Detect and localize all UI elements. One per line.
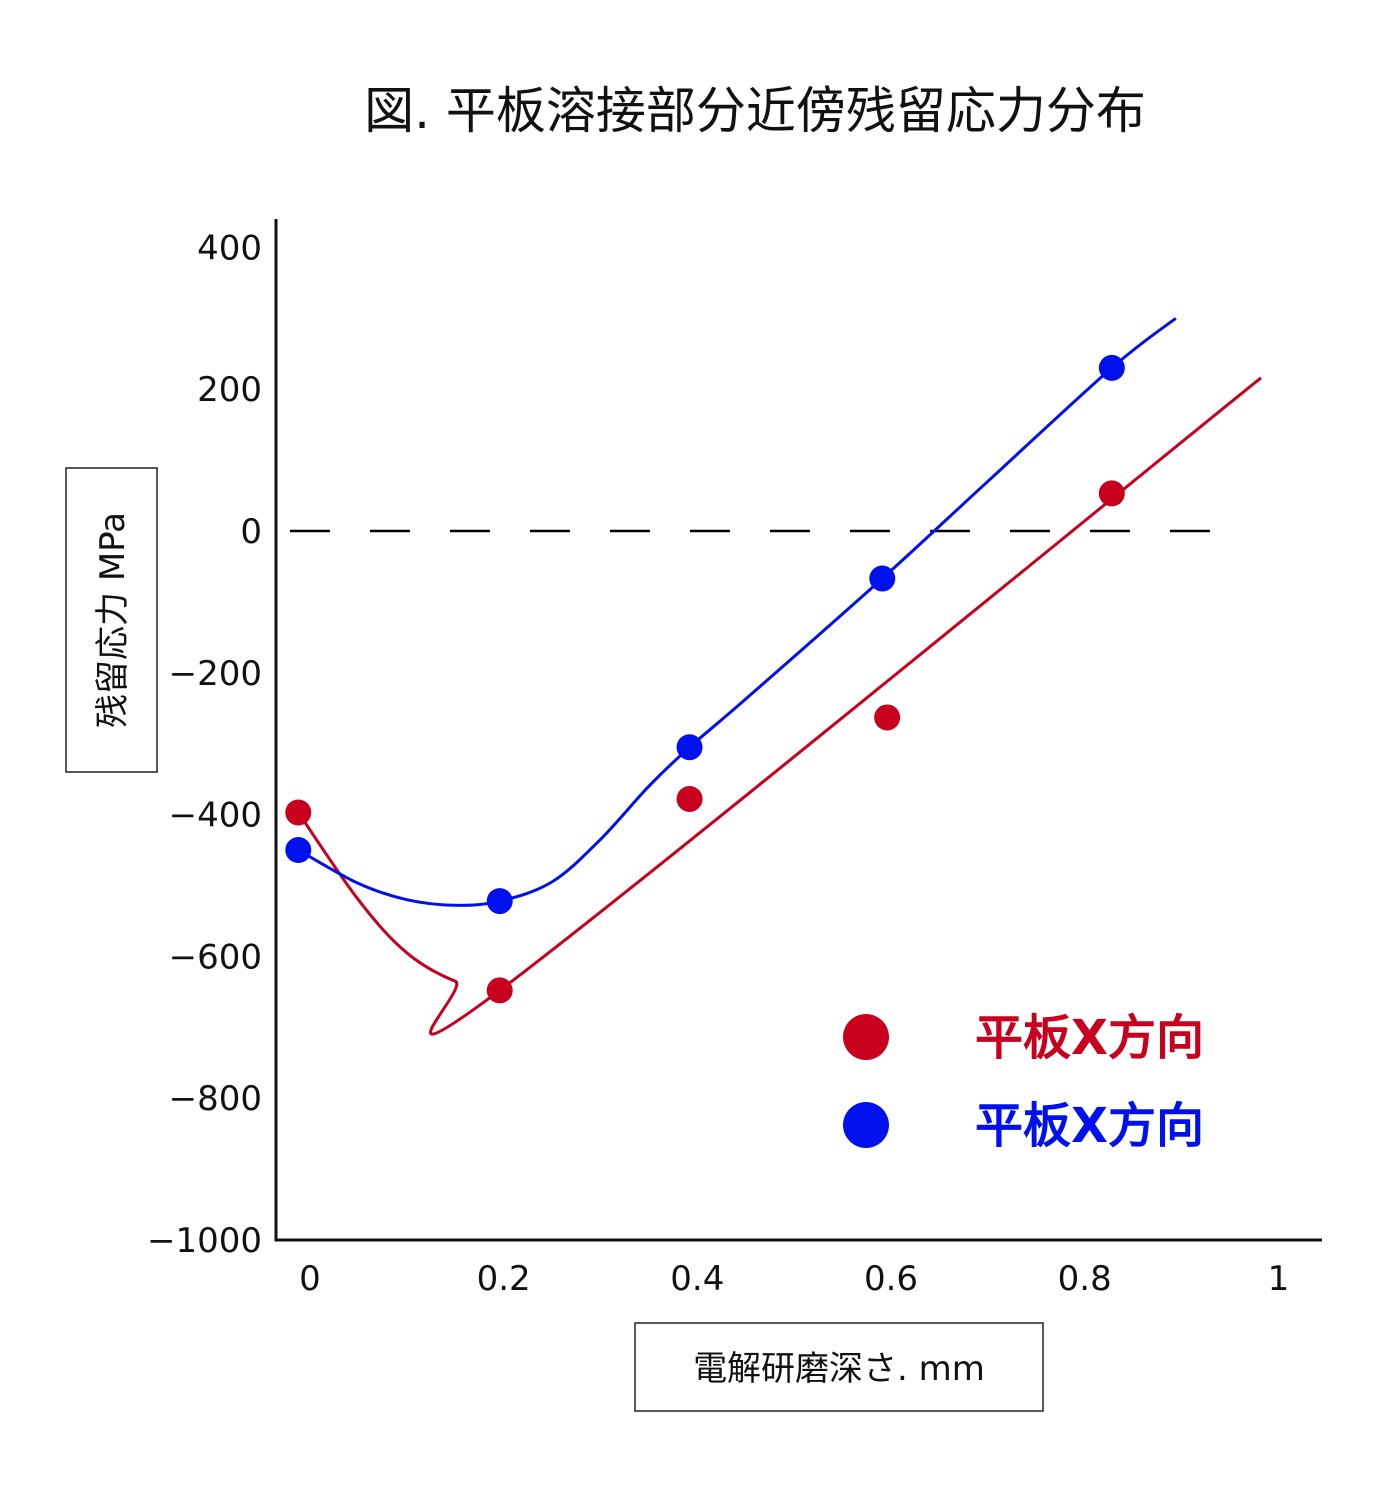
legend-label-series-1: 平板X方向	[975, 1010, 1204, 1066]
data-point-series-1	[676, 785, 703, 812]
x-tick-label: 1	[1268, 1259, 1290, 1299]
data-point-series-2	[285, 837, 312, 864]
y-axis-title: 残留応力 MPa	[93, 512, 133, 728]
legend-marker-series-1	[843, 1014, 889, 1060]
fit-curve-series-2	[297, 317, 1177, 907]
data-point-series-2	[869, 565, 896, 592]
x-tick-label: 0.2	[477, 1259, 531, 1299]
legend-label-series-2: 平板X方向	[975, 1098, 1204, 1154]
x-tick-label: 0.8	[1058, 1259, 1112, 1299]
x-tick-label: 0.4	[670, 1259, 724, 1299]
x-axis-title: 電解研磨深さ. mm	[693, 1349, 985, 1389]
data-point-series-1	[285, 799, 312, 826]
x-tick-label: 0	[299, 1259, 321, 1299]
y-axis-title-box: 残留応力 MPa	[65, 467, 158, 773]
data-point-series-2	[676, 734, 703, 761]
data-point-series-2	[1098, 354, 1125, 381]
fit-curve-series-1	[297, 376, 1262, 1036]
legend-marker-series-2	[843, 1102, 889, 1148]
fit-curves	[297, 317, 1262, 1036]
y-tick-label: −600	[169, 937, 262, 977]
x-axis-title-frame	[634, 1322, 1044, 1412]
x-axis-ticks: 0 0.2 0.4 0.6 0.8 1	[299, 1259, 1289, 1299]
x-tick-label: 0.6	[864, 1259, 918, 1299]
y-tick-label: 0	[240, 512, 262, 552]
x-axis-title-box: 電解研磨深さ. mm	[634, 1322, 1044, 1412]
data-point-series-1	[874, 704, 901, 731]
y-tick-label: 400	[197, 228, 262, 268]
data-point-series-1	[486, 977, 513, 1004]
y-axis-ticks: 400 200 0 −200 −400 −600 −800 −1000	[147, 228, 262, 1261]
y-tick-label: −200	[169, 654, 262, 694]
data-point-series-1	[1098, 480, 1125, 507]
y-axis-title-frame	[65, 467, 158, 773]
data-point-series-2	[486, 888, 513, 915]
y-tick-label: −1000	[147, 1221, 262, 1261]
y-tick-label: −400	[169, 796, 262, 836]
y-tick-label: 200	[197, 370, 262, 410]
data-points	[285, 354, 1125, 1004]
y-tick-label: −800	[169, 1079, 262, 1119]
chart-title: 図. 平板溶接部分近傍残留応力分布	[364, 82, 1146, 140]
